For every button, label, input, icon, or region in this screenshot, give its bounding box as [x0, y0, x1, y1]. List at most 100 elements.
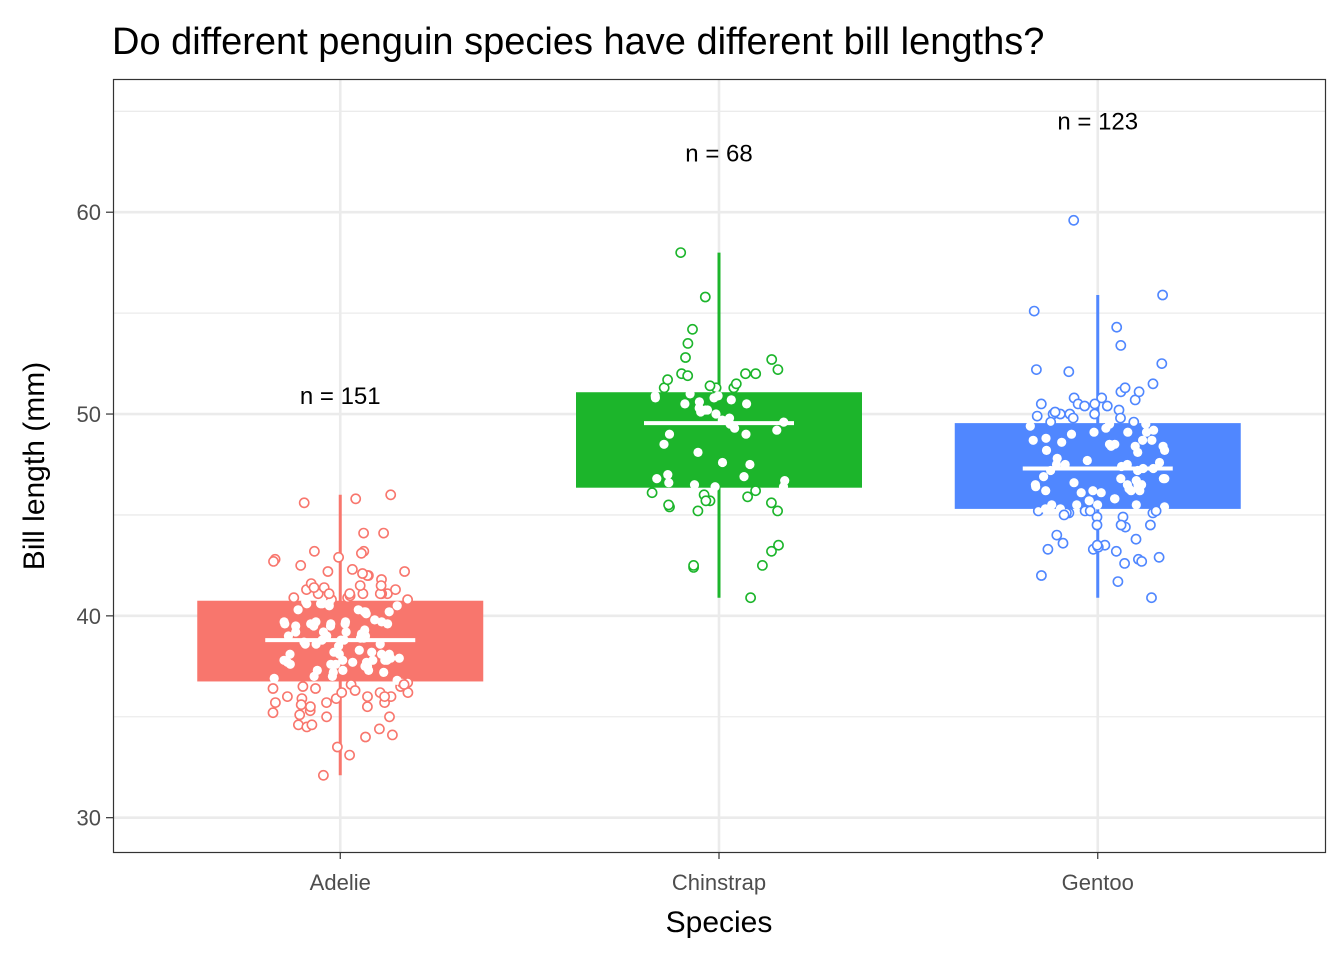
y-tick-label: 50 [77, 402, 101, 427]
data-point [1115, 339, 1127, 351]
data-point [375, 639, 385, 649]
data-point [358, 527, 369, 539]
data-point [295, 560, 307, 571]
data-point [279, 617, 289, 627]
data-point [295, 699, 307, 711]
data-point [291, 621, 301, 631]
data-point [390, 584, 401, 595]
data-point [354, 580, 366, 591]
data-point [311, 617, 321, 627]
data-point [652, 474, 662, 484]
data-point [750, 485, 761, 497]
data-point [316, 599, 326, 609]
data-point [386, 729, 398, 741]
data-point [663, 470, 673, 480]
data-point [1089, 398, 1101, 410]
data-point [702, 405, 713, 415]
x-axis-title: Species [666, 906, 773, 939]
data-point [1096, 392, 1108, 404]
data-point [750, 368, 762, 380]
data-point [1159, 502, 1170, 512]
data-point [326, 619, 336, 629]
data-point [361, 701, 373, 713]
data-point [360, 731, 371, 743]
data-point [1084, 505, 1096, 517]
count-label: n = 151 [300, 383, 381, 410]
data-point [1158, 441, 1168, 451]
data-point [301, 597, 311, 607]
data-point [392, 601, 402, 611]
data-point [1051, 459, 1062, 470]
data-point [1051, 529, 1063, 541]
data-point [370, 615, 380, 625]
data-point [1141, 419, 1151, 429]
data-point [267, 683, 279, 694]
data-point [1091, 519, 1103, 531]
data-point [379, 691, 390, 702]
data-point [1101, 400, 1113, 412]
data-point [321, 711, 332, 723]
data-point [317, 769, 329, 781]
data-point [311, 639, 321, 649]
data-point [279, 655, 289, 665]
data-point [682, 370, 694, 382]
data-point [375, 580, 387, 591]
data-point [1141, 427, 1152, 437]
point-layer [267, 214, 1170, 781]
data-point [402, 594, 413, 606]
data-point [297, 681, 309, 692]
data-point [741, 429, 751, 439]
data-point [1156, 358, 1168, 369]
data-point [1082, 455, 1092, 466]
chart-title: Do different penguin species have differ… [112, 21, 1044, 63]
data-point [384, 711, 395, 723]
data-point [331, 741, 343, 753]
data-point [346, 564, 358, 575]
data-point [662, 374, 673, 386]
data-point [682, 337, 694, 349]
data-point [338, 655, 348, 665]
data-point [267, 707, 279, 719]
data-point [779, 417, 789, 427]
data-point [1036, 570, 1047, 581]
data-point [711, 409, 721, 419]
data-point [1115, 412, 1126, 424]
data-point [1157, 289, 1168, 301]
data-point [310, 683, 321, 694]
data-point [304, 701, 316, 713]
data-point [377, 617, 387, 627]
data-point [398, 679, 410, 690]
data-point [772, 425, 782, 435]
data-point [700, 495, 712, 507]
data-point [1153, 551, 1165, 563]
data-point [663, 499, 674, 511]
data-point [1046, 465, 1056, 476]
data-point [338, 665, 348, 676]
data-point [659, 439, 669, 449]
x-tick-label: Chinstrap [672, 870, 766, 895]
data-point [1035, 398, 1047, 410]
data-point [1136, 556, 1148, 567]
data-point [1031, 482, 1041, 492]
data-point [740, 368, 751, 380]
data-point [378, 527, 389, 539]
data-point [360, 607, 370, 617]
data-point [664, 429, 675, 439]
data-point [1147, 435, 1157, 445]
data-point [1031, 410, 1043, 422]
data-point [1133, 386, 1145, 398]
data-point [694, 397, 705, 407]
data-point [1079, 400, 1090, 412]
data-point [688, 560, 699, 571]
data-point [724, 413, 735, 423]
data-point [323, 588, 335, 600]
data-point [699, 291, 711, 303]
data-point [1058, 509, 1070, 521]
data-point [300, 639, 310, 649]
data-point [1057, 437, 1067, 447]
data-point [709, 393, 719, 403]
data-point [704, 380, 716, 392]
data-point [1115, 519, 1127, 531]
data-point [757, 560, 768, 571]
data-point [692, 505, 704, 517]
